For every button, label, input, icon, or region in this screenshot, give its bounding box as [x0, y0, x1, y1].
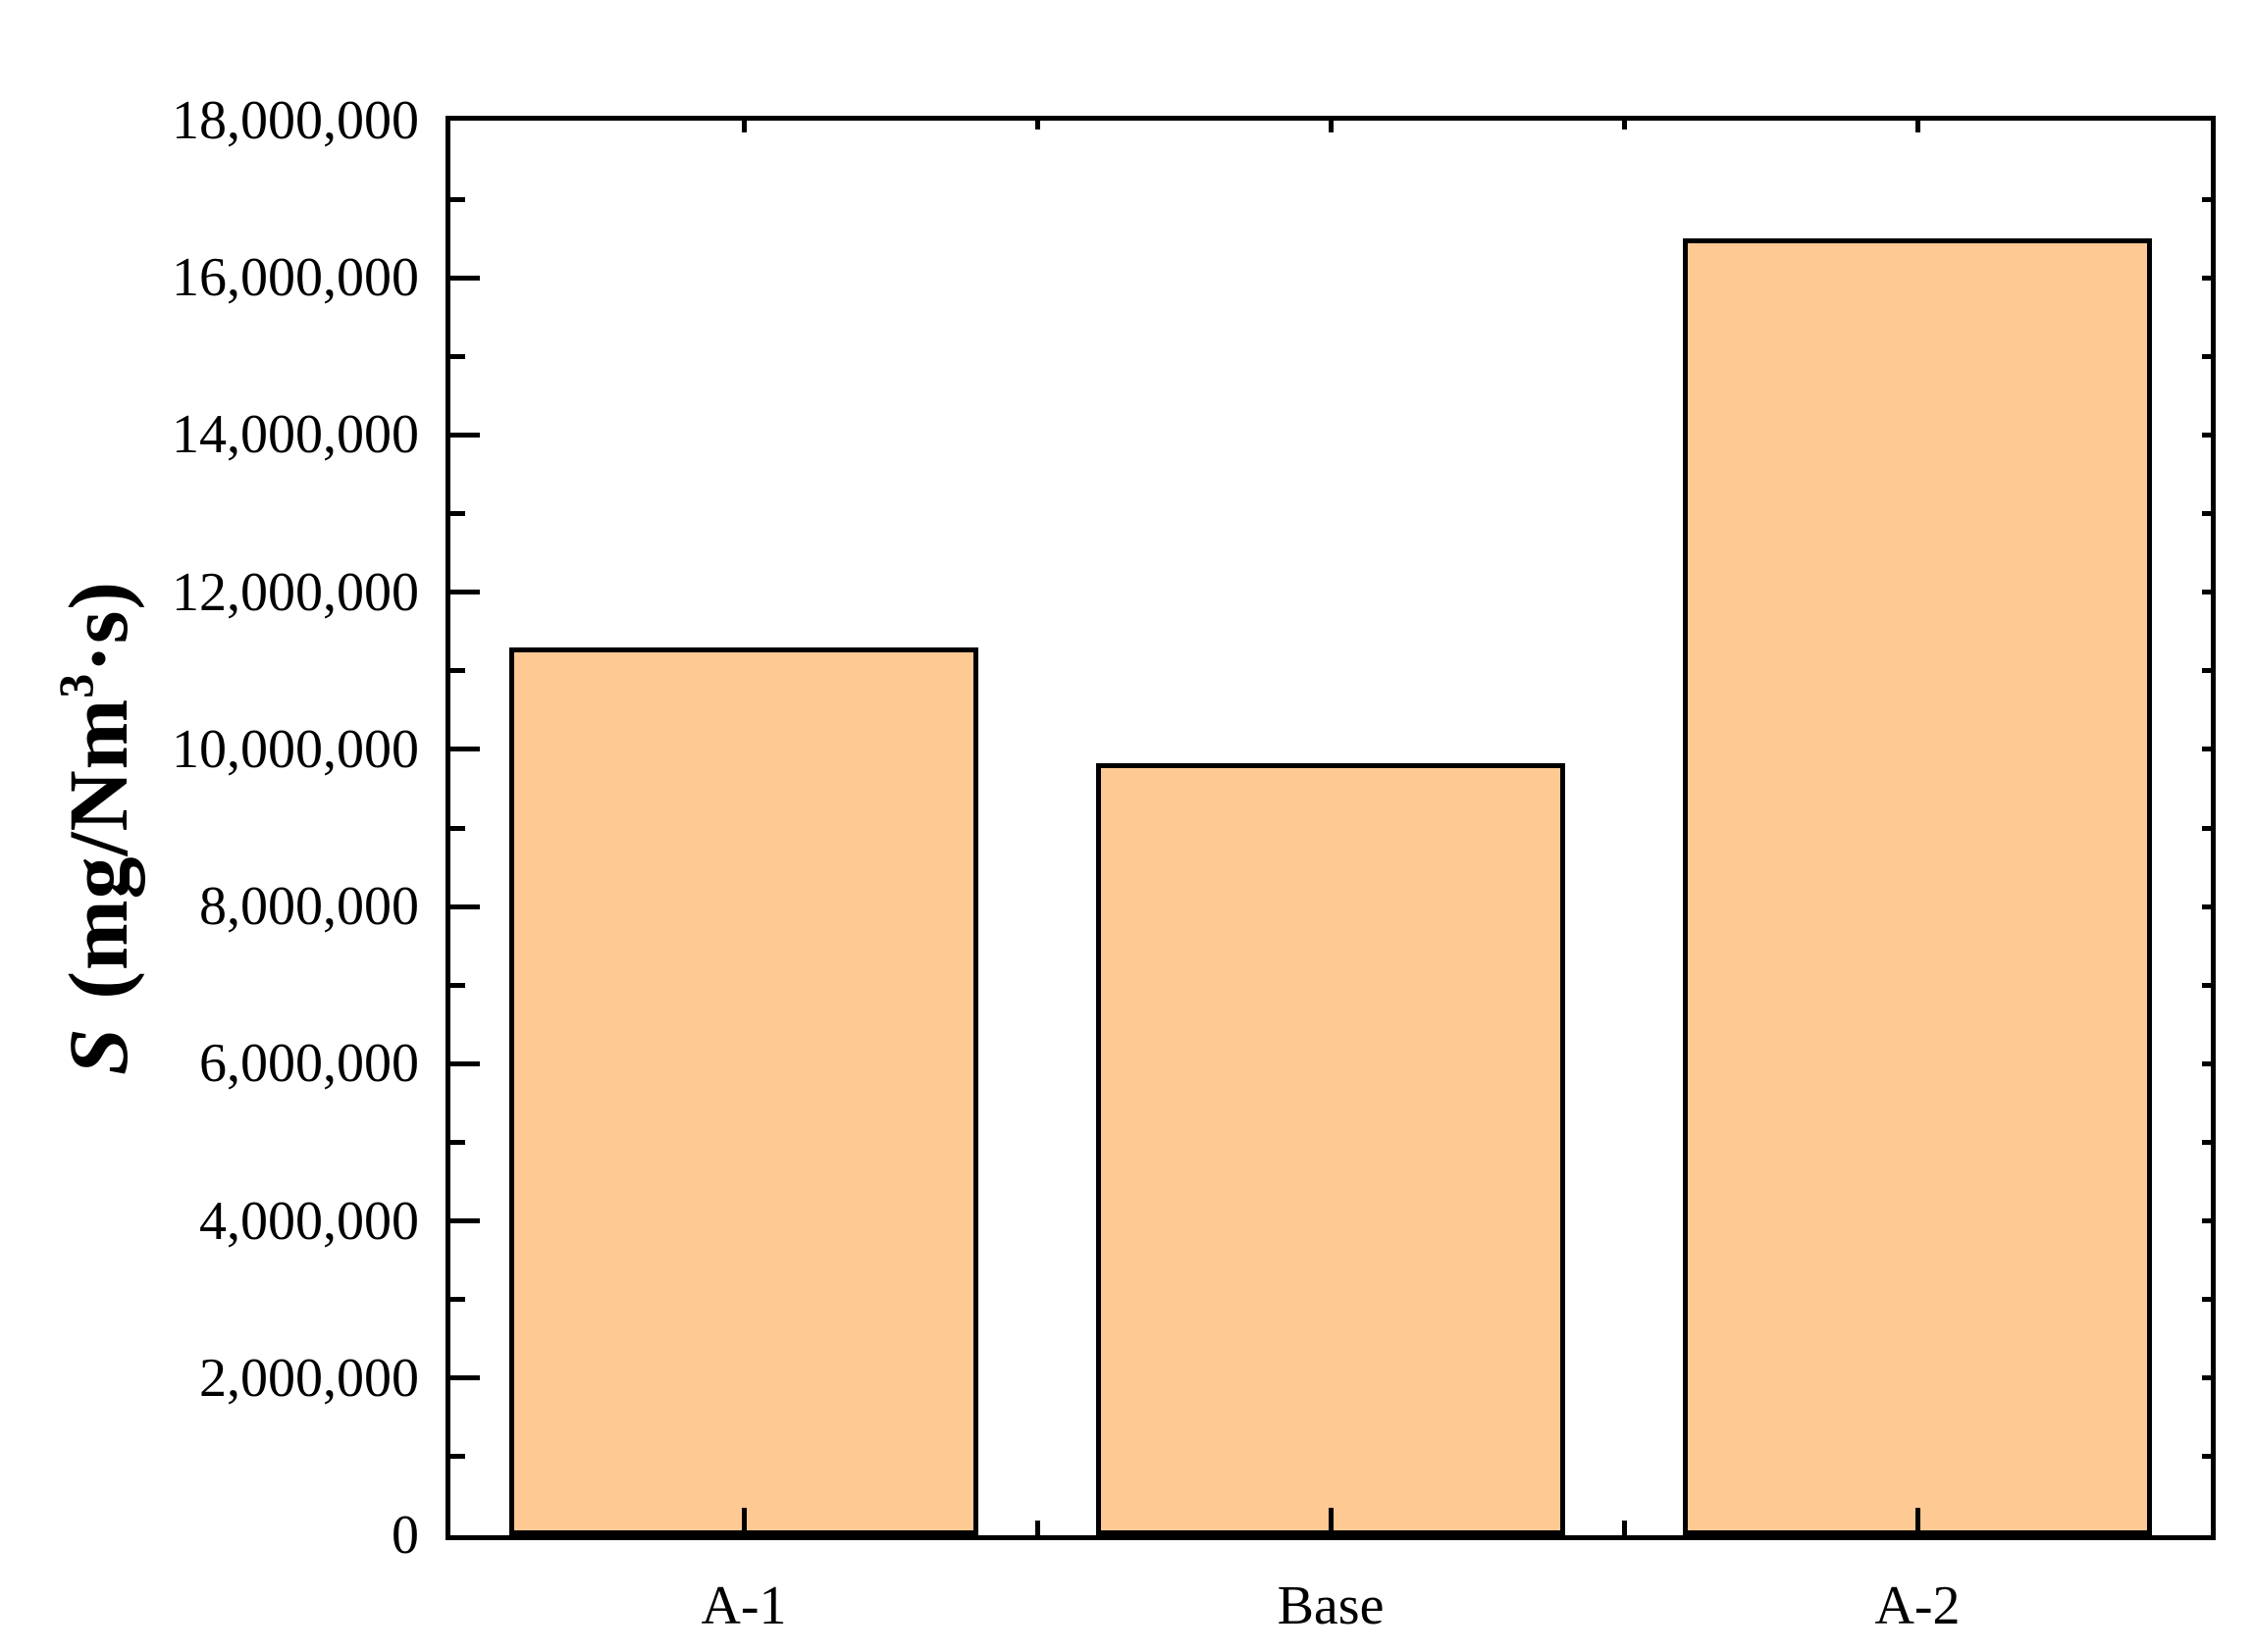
y-minor-tick	[450, 196, 465, 202]
y-major-tick	[450, 903, 480, 909]
y-major-tick	[450, 275, 480, 281]
y-major-tick	[450, 432, 480, 438]
y-tick-label: 2,000,000	[199, 1347, 419, 1409]
y-minor-tick	[450, 1454, 465, 1460]
y-right-tick	[2202, 1218, 2211, 1224]
y-right-tick	[2202, 747, 2211, 752]
x-major-tick	[741, 1508, 747, 1535]
x-top-minor-tick	[1621, 121, 1627, 129]
y-right-tick	[2202, 1060, 2211, 1066]
y-tick-label: 16,000,000	[172, 247, 419, 309]
y-right-tick	[2202, 903, 2211, 909]
y-major-tick	[450, 590, 480, 595]
y-right-tick	[2202, 275, 2211, 281]
y-right-tick	[2202, 511, 2211, 517]
y-minor-tick	[450, 1139, 465, 1145]
bar-base	[1095, 762, 1566, 1535]
y-tick-label: 8,000,000	[199, 876, 419, 938]
bar-a-1	[508, 646, 979, 1535]
y-right-tick	[2202, 196, 2211, 202]
y-axis-title: S (mg/Nm3·s)	[49, 581, 147, 1075]
x-top-minor-tick	[1034, 121, 1040, 129]
y-right-tick	[2202, 825, 2211, 831]
y-right-tick	[2202, 353, 2211, 359]
x-minor-tick	[1621, 1521, 1627, 1535]
y-right-tick	[2202, 432, 2211, 438]
y-tick-label: 10,000,000	[172, 718, 419, 780]
y-right-tick	[2202, 668, 2211, 674]
y-tick-label: 6,000,000	[199, 1033, 419, 1095]
y-minor-tick	[450, 353, 465, 359]
y-minor-tick	[450, 1297, 465, 1303]
y-minor-tick	[450, 511, 465, 517]
y-major-tick	[450, 747, 480, 752]
y-right-tick	[2202, 1297, 2211, 1303]
y-major-tick	[450, 1375, 480, 1381]
y-axis-unit-superscript: 3	[49, 672, 104, 698]
y-major-tick	[450, 1218, 480, 1224]
y-tick-label: 0	[392, 1505, 419, 1566]
y-tick-label: 14,000,000	[172, 404, 419, 466]
x-tick-label-a-1: A-1	[701, 1575, 787, 1636]
x-major-tick	[1914, 1508, 1920, 1535]
x-minor-tick	[1034, 1521, 1040, 1535]
y-right-tick	[2202, 982, 2211, 988]
x-tick-label-a-2: A-2	[1874, 1575, 1961, 1636]
bar-a-2	[1682, 238, 2153, 1535]
y-tick-label: 4,000,000	[199, 1190, 419, 1252]
y-tick-label: 12,000,000	[172, 561, 419, 623]
x-major-tick	[1328, 1508, 1334, 1535]
y-minor-tick	[450, 825, 465, 831]
y-right-tick	[2202, 1139, 2211, 1145]
x-tick-label-base: Base	[1277, 1575, 1385, 1636]
y-right-tick	[2202, 1454, 2211, 1460]
x-top-tick	[741, 121, 747, 132]
x-top-tick	[1328, 121, 1334, 132]
y-major-tick	[450, 1060, 480, 1066]
y-minor-tick	[450, 668, 465, 674]
y-right-tick	[2202, 1375, 2211, 1381]
y-minor-tick	[450, 982, 465, 988]
y-tick-label: 18,000,000	[172, 90, 419, 151]
y-right-tick	[2202, 590, 2211, 595]
x-top-tick	[1914, 121, 1920, 132]
